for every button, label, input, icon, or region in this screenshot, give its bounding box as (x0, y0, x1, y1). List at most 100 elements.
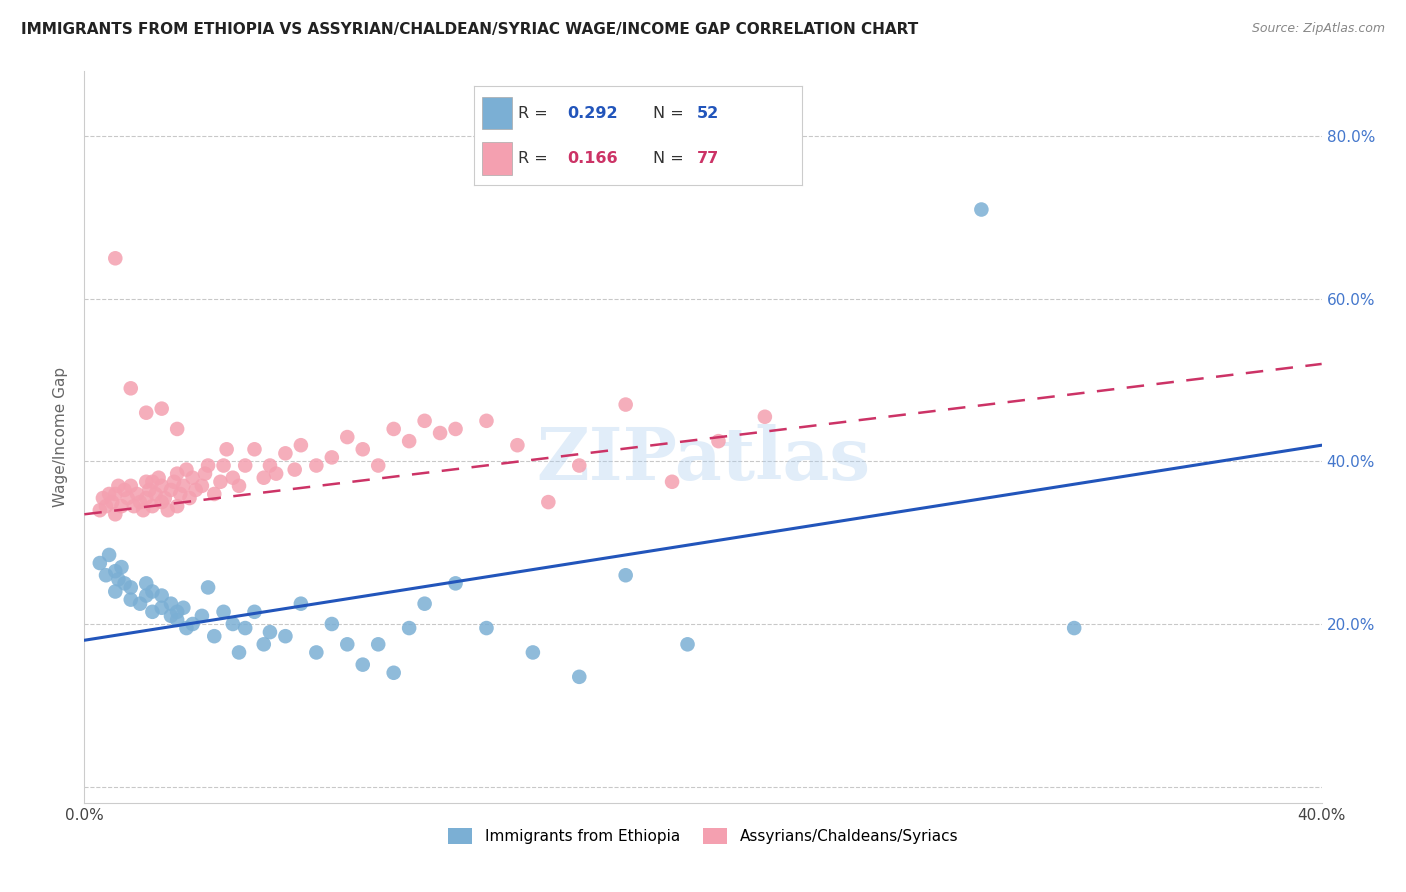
Point (150, 600, 173, 615)
Point (284, 462, 307, 476)
Point (661, 475, 683, 489)
Point (568, 458, 591, 473)
Point (181, 617, 204, 632)
Point (537, 495, 560, 509)
Point (150, 401, 173, 416)
Point (568, 670, 591, 684)
Point (197, 458, 219, 473)
Point (197, 581, 219, 595)
Point (290, 597, 312, 611)
Text: ZIPatlas: ZIPatlas (536, 424, 870, 494)
Point (1063, 621, 1085, 635)
Point (222, 617, 245, 632)
Point (506, 438, 529, 452)
Point (290, 438, 312, 452)
Point (160, 608, 183, 623)
Point (259, 625, 281, 640)
Point (150, 589, 173, 603)
Point (135, 589, 157, 603)
Point (321, 617, 343, 632)
Point (114, 576, 136, 591)
Point (166, 422, 188, 436)
Point (153, 491, 176, 505)
Y-axis label: Wage/Income Gap: Wage/Income Gap (53, 367, 69, 508)
Point (181, 471, 204, 485)
Point (398, 621, 420, 635)
Point (125, 487, 148, 501)
Point (413, 414, 436, 428)
Point (707, 434, 730, 449)
Point (110, 560, 132, 574)
Text: IMMIGRANTS FROM ETHIOPIA VS ASSYRIAN/CHALDEAN/SYRIAC WAGE/INCOME GAP CORRELATION: IMMIGRANTS FROM ETHIOPIA VS ASSYRIAN/CHA… (21, 22, 918, 37)
Point (202, 487, 225, 501)
Point (475, 414, 498, 428)
Text: Source: ZipAtlas.com: Source: ZipAtlas.com (1251, 22, 1385, 36)
Point (160, 483, 183, 497)
Point (336, 430, 359, 444)
Point (166, 499, 188, 513)
Point (89, 556, 111, 570)
Point (135, 491, 157, 505)
Point (117, 491, 139, 505)
Point (176, 621, 198, 635)
Point (215, 442, 238, 457)
Legend: Immigrants from Ethiopia, Assyrians/Chaldeans/Syriacs: Immigrants from Ethiopia, Assyrians/Chal… (441, 822, 965, 850)
Point (166, 467, 188, 481)
Point (107, 572, 129, 586)
Point (172, 479, 194, 493)
Point (150, 479, 173, 493)
Point (104, 508, 127, 522)
Point (522, 645, 544, 659)
Point (160, 597, 183, 611)
Point (444, 576, 467, 591)
Point (150, 495, 173, 509)
Point (253, 471, 276, 485)
Point (209, 475, 232, 489)
Point (120, 592, 142, 607)
Point (243, 605, 266, 619)
Point (259, 458, 281, 473)
Point (614, 398, 637, 412)
Point (122, 499, 145, 513)
Point (120, 581, 142, 595)
Point (104, 564, 127, 578)
Point (129, 597, 152, 611)
Point (104, 252, 127, 266)
Point (429, 425, 451, 440)
Point (110, 499, 132, 513)
Point (367, 637, 389, 651)
Point (444, 422, 467, 436)
Point (148, 471, 170, 485)
Point (179, 491, 201, 505)
Point (129, 495, 152, 509)
Point (120, 381, 142, 395)
Point (91, 491, 114, 505)
Point (141, 475, 163, 489)
Point (191, 479, 214, 493)
Point (274, 446, 297, 460)
Point (233, 621, 256, 635)
Point (94, 568, 117, 582)
Point (191, 608, 214, 623)
Point (132, 503, 155, 517)
Point (305, 458, 328, 473)
Point (413, 597, 436, 611)
Point (321, 450, 343, 465)
Point (89, 503, 111, 517)
Point (398, 434, 420, 449)
Point (120, 479, 142, 493)
Point (104, 584, 127, 599)
Point (169, 487, 191, 501)
Point (253, 637, 276, 651)
Point (336, 637, 359, 651)
Point (141, 605, 163, 619)
Point (233, 458, 256, 473)
Point (264, 467, 287, 481)
Point (352, 442, 374, 457)
Point (114, 483, 136, 497)
Point (367, 458, 389, 473)
Point (274, 629, 297, 643)
Point (382, 422, 405, 436)
Point (163, 475, 186, 489)
Point (475, 621, 498, 635)
